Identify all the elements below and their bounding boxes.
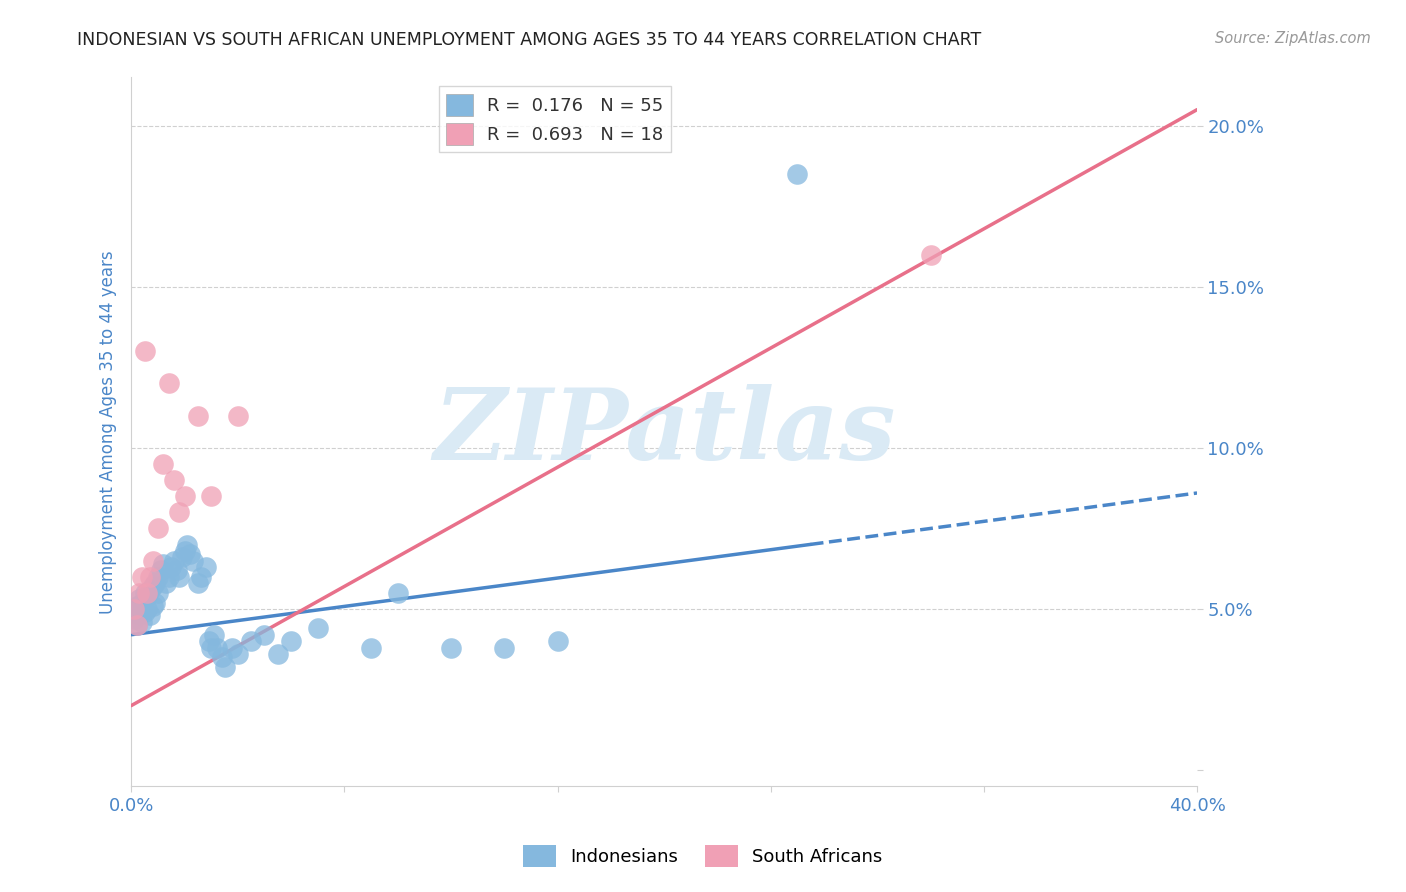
Point [142, 554, 165, 568]
Point [163, 473, 186, 487]
Point [176, 537, 198, 551]
Legend: Indonesians, South Africans: Indonesians, South Africans [516, 838, 890, 874]
Point [181, 554, 204, 568]
Point [143, 576, 166, 591]
Point [136, 589, 159, 603]
Text: ZIPatlas: ZIPatlas [433, 384, 896, 480]
Point [128, 586, 150, 600]
Point [152, 557, 174, 571]
Text: Source: ZipAtlas.com: Source: ZipAtlas.com [1215, 31, 1371, 46]
Point [387, 586, 409, 600]
Point [134, 344, 156, 359]
Point [197, 634, 219, 648]
Point [125, 618, 148, 632]
Point [146, 521, 169, 535]
Point [167, 570, 190, 584]
Point [173, 544, 195, 558]
Point [440, 640, 463, 655]
Point [202, 628, 225, 642]
Point [494, 640, 516, 655]
Point [131, 570, 153, 584]
Point [134, 586, 156, 600]
Point [163, 554, 186, 568]
Point [211, 650, 233, 665]
Text: INDONESIAN VS SOUTH AFRICAN UNEMPLOYMENT AMONG AGES 35 TO 44 YEARS CORRELATION C: INDONESIAN VS SOUTH AFRICAN UNEMPLOYMENT… [77, 31, 981, 49]
Point [190, 570, 212, 584]
Y-axis label: Unemployment Among Ages 35 to 44 years: Unemployment Among Ages 35 to 44 years [100, 250, 117, 614]
Point [200, 640, 222, 655]
Point [131, 595, 153, 609]
Point [139, 608, 162, 623]
Point [240, 634, 263, 648]
Point [166, 563, 188, 577]
Point [134, 605, 156, 619]
Point [786, 167, 808, 181]
Point [152, 457, 174, 471]
Point [139, 582, 162, 597]
Point [226, 647, 249, 661]
Point [253, 628, 276, 642]
Point [160, 560, 183, 574]
Point [139, 570, 162, 584]
Point [547, 634, 569, 648]
Point [307, 621, 329, 635]
Point [157, 376, 180, 391]
Point [122, 602, 145, 616]
Point [143, 595, 166, 609]
Point [136, 586, 159, 600]
Point [214, 660, 236, 674]
Point [280, 634, 302, 648]
Point [360, 640, 382, 655]
Point [125, 599, 148, 613]
Point [122, 602, 145, 616]
Point [142, 599, 165, 613]
Point [122, 612, 145, 626]
Point [125, 618, 148, 632]
Point [136, 602, 159, 616]
Point [205, 640, 228, 655]
Point [170, 550, 193, 565]
Point [146, 586, 169, 600]
Point [267, 647, 290, 661]
Point [128, 592, 150, 607]
Point [200, 489, 222, 503]
Point [155, 576, 177, 591]
Point [131, 615, 153, 629]
Point [187, 409, 209, 423]
Point [187, 576, 209, 591]
Point [226, 409, 249, 423]
Point [149, 563, 172, 577]
Point [146, 570, 169, 584]
Point [142, 579, 165, 593]
Point [194, 560, 217, 574]
Legend: R =  0.176   N = 55, R =  0.693   N = 18: R = 0.176 N = 55, R = 0.693 N = 18 [439, 87, 671, 153]
Point [157, 570, 180, 584]
Point [221, 640, 243, 655]
Point [179, 547, 201, 561]
Point [128, 608, 150, 623]
Point [920, 247, 942, 261]
Point [167, 505, 190, 519]
Point [173, 489, 195, 503]
